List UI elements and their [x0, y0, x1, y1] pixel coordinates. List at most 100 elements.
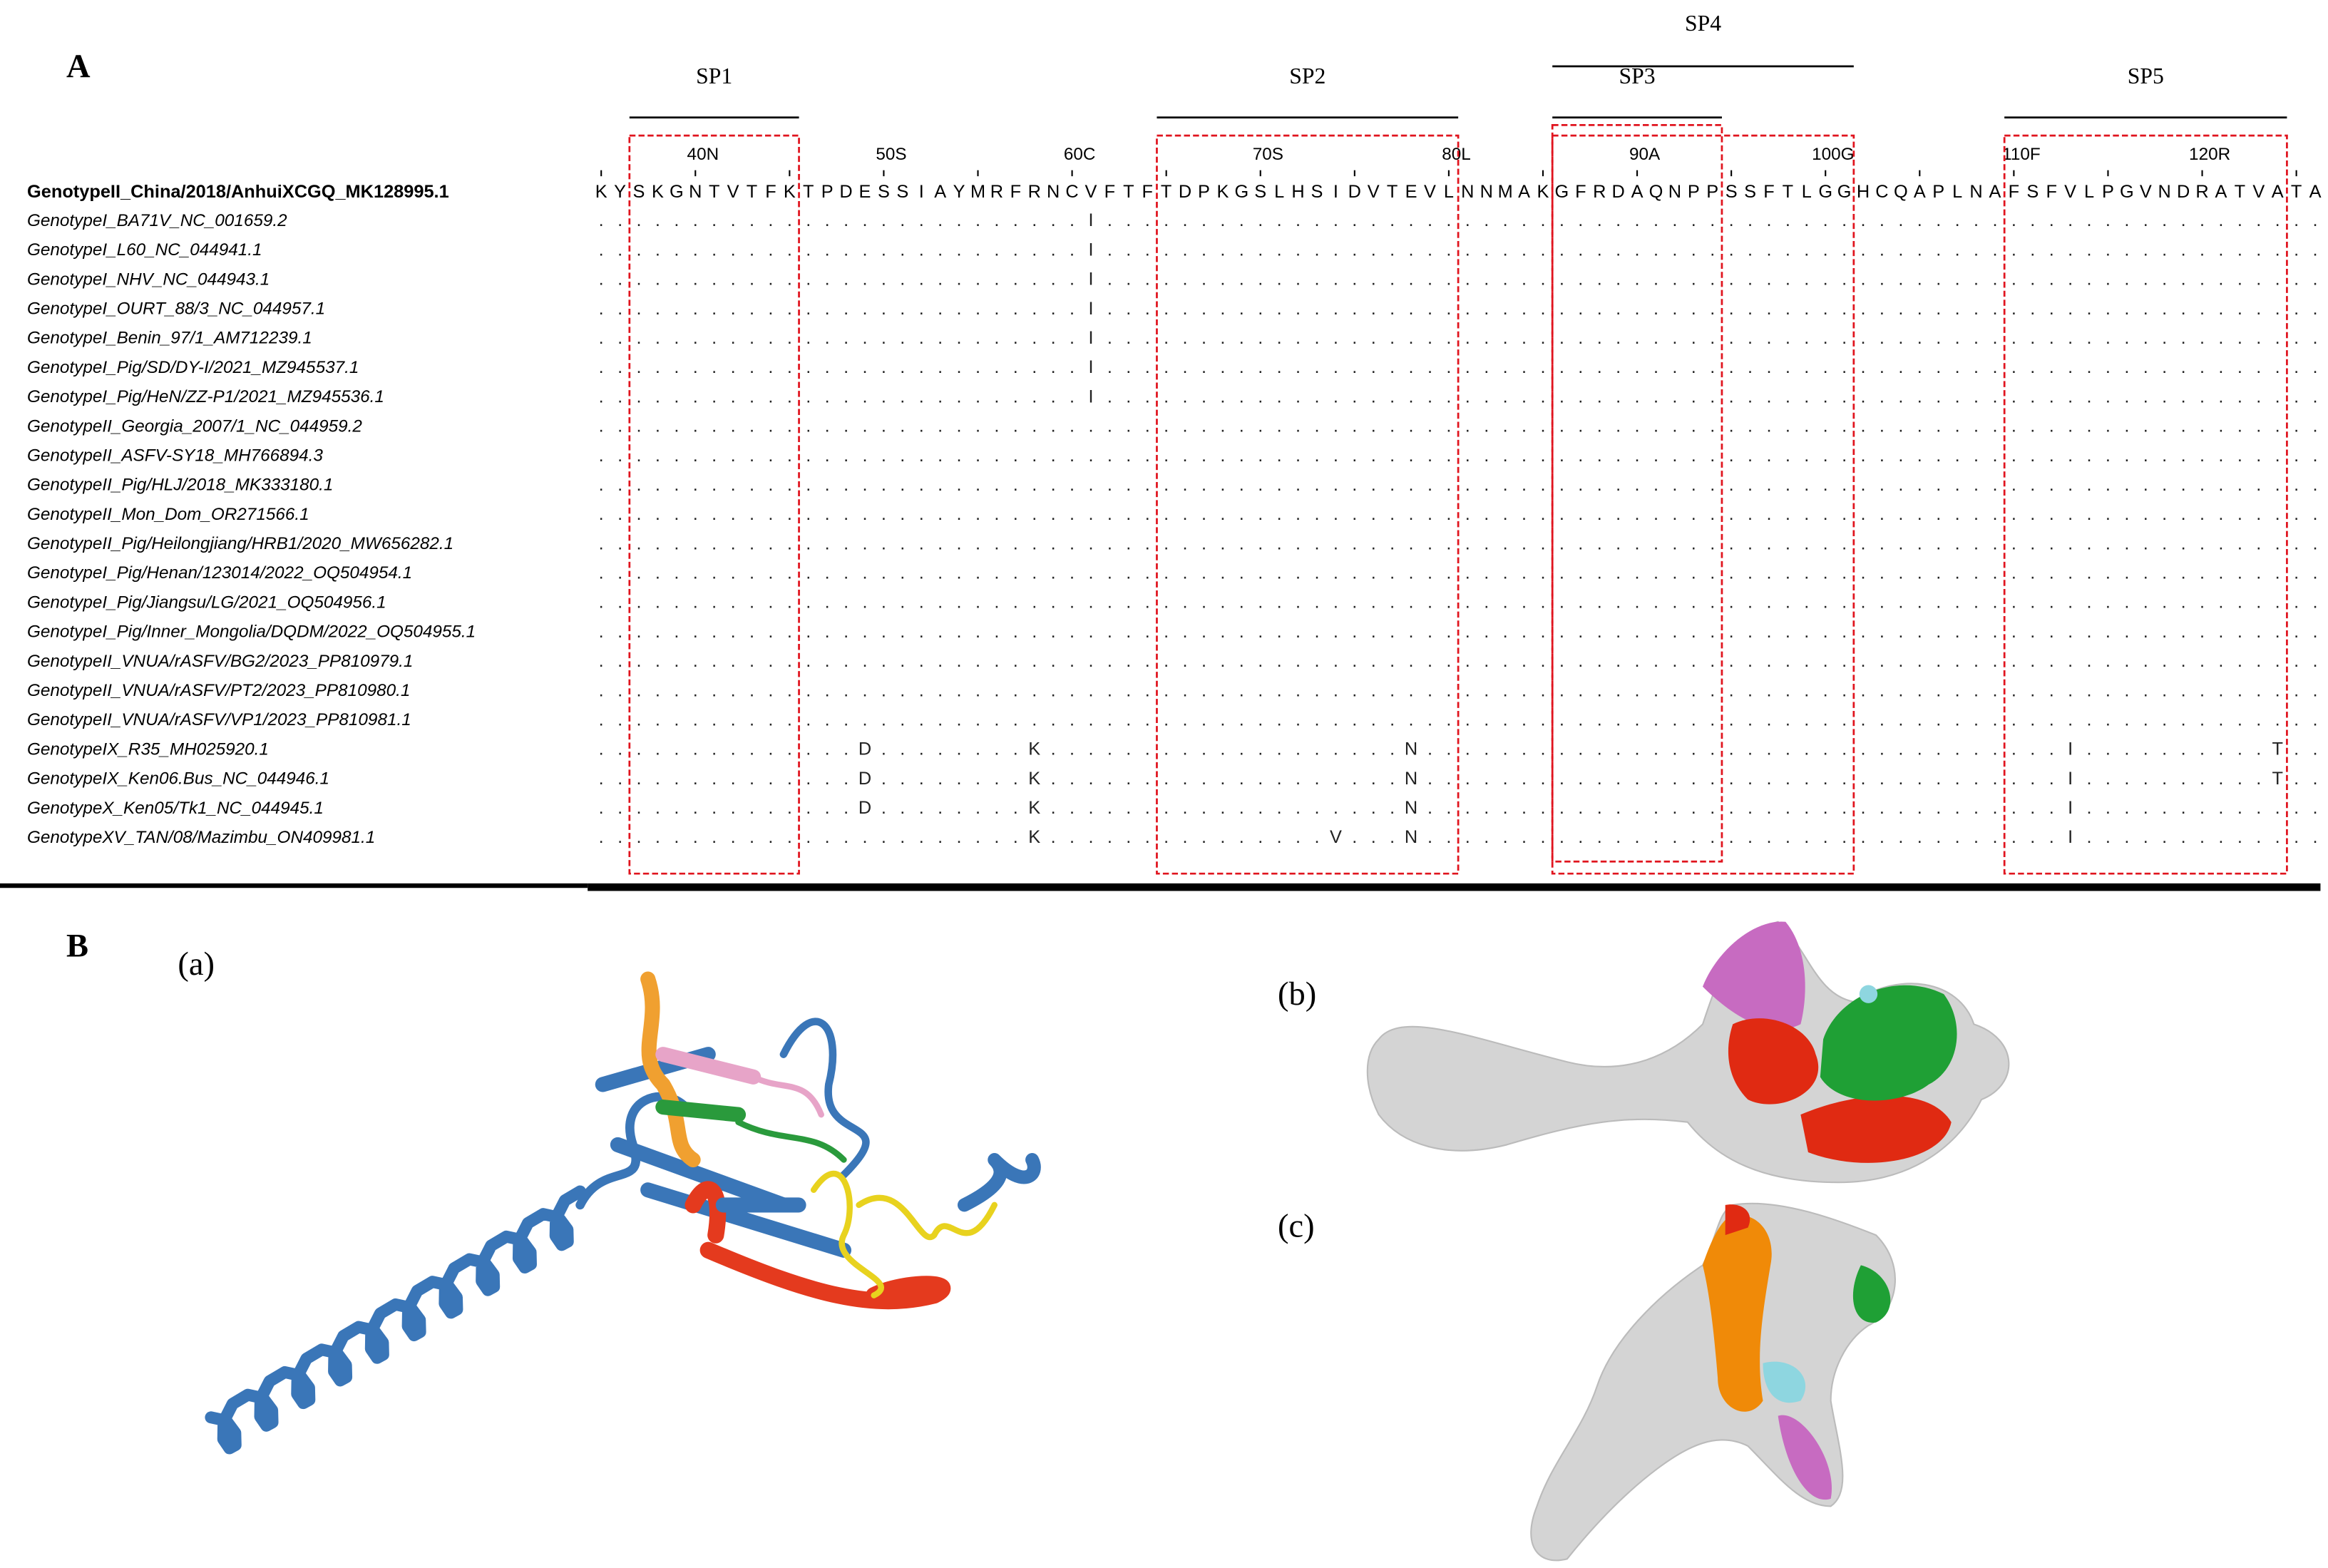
residue: .: [2200, 563, 2205, 583]
residue: .: [2313, 622, 2318, 642]
residue: .: [975, 651, 980, 671]
residue: .: [1409, 593, 1414, 613]
residue: .: [1955, 622, 1960, 642]
residue: .: [975, 680, 980, 700]
residue: .: [1201, 475, 1206, 495]
residue: .: [806, 622, 811, 642]
residue: .: [1427, 827, 1432, 847]
residue: .: [1070, 328, 1075, 348]
residue: .: [2237, 357, 2242, 377]
residue: .: [1936, 622, 1941, 642]
residue: .: [2256, 299, 2261, 319]
residue: .: [2124, 270, 2129, 289]
residue: .: [1917, 328, 1922, 348]
residue: .: [1201, 739, 1206, 759]
residue: .: [1842, 798, 1847, 818]
residue: .: [674, 270, 679, 289]
residue: I: [2068, 827, 2073, 847]
residue: .: [1974, 299, 1979, 319]
residue: .: [806, 769, 811, 789]
residue: N: [689, 182, 702, 202]
residue: .: [1277, 769, 1282, 789]
residue: .: [1898, 651, 1903, 671]
region-box: [2003, 134, 2288, 875]
residue: .: [1427, 299, 1432, 319]
residue: .: [617, 299, 622, 319]
residue: .: [2237, 240, 2242, 260]
residue: .: [1898, 769, 1903, 789]
residue: .: [1277, 593, 1282, 613]
residue: .: [1051, 651, 1056, 671]
residue: .: [655, 475, 660, 495]
residue: .: [1013, 446, 1018, 466]
residue: .: [2124, 299, 2129, 319]
residue: .: [1710, 446, 1715, 466]
residue: .: [1051, 357, 1056, 377]
residue: .: [655, 651, 660, 671]
residue: D: [858, 739, 871, 759]
residue: .: [1880, 769, 1885, 789]
residue: .: [2162, 270, 2167, 289]
residue: .: [693, 357, 698, 377]
residue: .: [2143, 299, 2148, 319]
residue: .: [2162, 446, 2167, 466]
residue: .: [1785, 533, 1790, 553]
residue: .: [938, 709, 943, 729]
residue: .: [2313, 357, 2318, 377]
residue: .: [1107, 709, 1112, 729]
residue: .: [1352, 563, 1357, 583]
residue: .: [1333, 533, 1338, 553]
residue: .: [825, 827, 830, 847]
residue: N: [1405, 798, 1417, 818]
residue: .: [938, 798, 943, 818]
residue: .: [1540, 563, 1545, 583]
residue: .: [1201, 446, 1206, 466]
residue: .: [2218, 357, 2223, 377]
residue: .: [825, 651, 830, 671]
residue: .: [2011, 827, 2016, 847]
residue: .: [617, 680, 622, 700]
residue: .: [2162, 210, 2167, 230]
residue: .: [825, 210, 830, 230]
residue: M: [970, 182, 985, 202]
residue: .: [1258, 651, 1263, 671]
residue: .: [2275, 563, 2280, 583]
residue: .: [2313, 709, 2318, 729]
residue: .: [1974, 475, 1979, 495]
region-label: SP4: [1685, 11, 1721, 36]
residue: .: [1653, 680, 1658, 700]
residue: F: [1104, 182, 1115, 202]
residue: .: [1164, 299, 1169, 319]
residue: F: [2009, 182, 2019, 202]
residue: .: [1390, 446, 1395, 466]
residue: .: [1616, 533, 1621, 553]
residue: .: [1107, 416, 1112, 436]
residue: .: [2275, 475, 2280, 495]
residue: .: [1861, 240, 1866, 260]
residue: .: [1522, 827, 1527, 847]
residue: .: [1314, 299, 1319, 319]
residue: .: [2256, 563, 2261, 583]
residue: N: [1461, 182, 1474, 202]
residue: .: [1220, 622, 1225, 642]
residue: .: [881, 563, 886, 583]
residue: .: [938, 680, 943, 700]
residue: .: [1974, 533, 1979, 553]
residue: .: [693, 475, 698, 495]
residue: .: [2200, 622, 2205, 642]
residue: .: [2162, 328, 2167, 348]
residue: .: [2143, 328, 2148, 348]
residue: .: [1503, 210, 1508, 230]
residue: .: [1390, 357, 1395, 377]
residue: .: [1465, 240, 1470, 260]
surface-patch: [1725, 1204, 1750, 1236]
residue: .: [1126, 210, 1131, 230]
sequence-name: GenotypeX_Ken05/Tk1_NC_044945.1: [27, 799, 324, 818]
residue: R: [2195, 182, 2208, 202]
residue: .: [1296, 240, 1301, 260]
residue: .: [1051, 328, 1056, 348]
residue: .: [1559, 357, 1564, 377]
residue: .: [843, 446, 848, 466]
sequence-name: GenotypeI_L60_NC_044941.1: [27, 240, 262, 260]
residue: .: [975, 769, 980, 789]
